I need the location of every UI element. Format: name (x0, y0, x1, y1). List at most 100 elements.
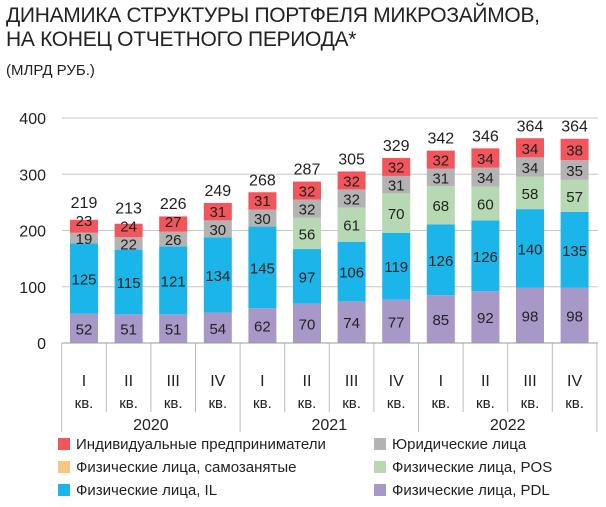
legend-swatch (58, 484, 70, 496)
x-tick-label: III (523, 373, 536, 390)
bar-segment (382, 232, 411, 300)
legend-label: Индивидуальные предприниматели (76, 436, 326, 453)
x-tick-label: I (82, 373, 86, 390)
data-label: 34 (522, 160, 539, 177)
bar-segment (248, 192, 277, 210)
bar-segment (114, 223, 143, 238)
bar-segment (203, 220, 232, 238)
bar-segment (114, 237, 143, 250)
y-tick-label: 200 (19, 224, 46, 241)
legend-swatch (58, 438, 70, 450)
data-label: 30 (209, 222, 226, 239)
bar-segment (471, 291, 500, 343)
data-label: 58 (522, 186, 539, 203)
x-tick-label: IV (389, 373, 404, 390)
bar-segment (293, 199, 321, 218)
data-label: 85 (432, 312, 449, 329)
data-label: 92 (477, 310, 494, 327)
data-label: 31 (209, 204, 226, 221)
data-label: 35 (566, 163, 583, 180)
legend-label: Физические лица, IL (76, 482, 217, 499)
bar-segment (426, 295, 455, 343)
data-label: 34 (477, 151, 494, 168)
x-tick-suffix: кв. (431, 395, 450, 412)
bar-segment (426, 224, 455, 296)
total-label: 364 (561, 118, 588, 135)
bar-segment (70, 243, 98, 314)
x-tick-label: II (124, 373, 133, 390)
x-tick-label: II (481, 373, 490, 390)
x-tick-suffix: кв. (298, 395, 317, 412)
data-label: 26 (165, 232, 182, 249)
bar-segment (293, 217, 321, 250)
bar-segment (293, 181, 321, 200)
data-label: 106 (339, 265, 364, 282)
data-label: 51 (165, 322, 182, 339)
x-tick-label: I (439, 373, 443, 390)
legend-swatch (374, 461, 386, 473)
bar-segment (471, 186, 500, 221)
bar-segment (471, 167, 500, 187)
data-label: 32 (299, 202, 316, 219)
x-tick-label: III (167, 373, 180, 390)
bar-segment (337, 207, 366, 242)
bar-segment (471, 148, 500, 168)
total-label: 346 (472, 128, 499, 145)
x-tick-suffix: кв. (476, 395, 495, 412)
bar-segment (516, 138, 544, 158)
bar-segment (560, 211, 589, 288)
bar-segment (337, 189, 366, 208)
data-label: 126 (428, 253, 453, 270)
data-label: 62 (254, 319, 271, 336)
bar-segment (337, 241, 366, 302)
bar-segment (159, 246, 188, 315)
bar-segment (426, 150, 455, 169)
data-label: 134 (205, 268, 230, 285)
bar-segment (70, 219, 98, 233)
data-label: 119 (384, 259, 408, 276)
data-label: 98 (522, 308, 539, 325)
y-tick-label: 300 (19, 167, 46, 184)
bar-segment (248, 226, 277, 309)
bar-segment (426, 186, 455, 225)
bar-segment (248, 209, 277, 227)
bar-segment (560, 138, 589, 161)
year-label: 2022 (490, 417, 526, 434)
data-label: 52 (76, 321, 93, 338)
data-label: 30 (254, 211, 271, 228)
legend-label: Физические лица, самозанятые (76, 459, 297, 476)
bar-segment (560, 160, 589, 180)
title-line-2: НА КОНЕЦ ОТЧЕТНОГО ПЕРИОДА* (6, 28, 357, 51)
total-label: 287 (294, 162, 321, 179)
bar-segment (203, 202, 232, 221)
x-tick-suffix: кв. (164, 395, 183, 412)
x-tick-label: IV (567, 373, 582, 390)
total-label: 342 (427, 131, 454, 148)
chart-title: ДИНАМИКА СТРУКТУРЫ ПОРТФЕЛЯ МИКРОЗАЙМОВ,… (6, 4, 540, 52)
bar-segment (203, 312, 232, 343)
data-label: 22 (120, 236, 137, 253)
data-label: 24 (120, 218, 137, 235)
x-tick-suffix: кв. (119, 395, 138, 412)
data-label: 126 (473, 249, 498, 266)
x-tick-suffix: кв. (387, 395, 406, 412)
bar-segment (159, 231, 188, 247)
y-tick-label: 400 (19, 111, 46, 128)
bar-segment (382, 193, 411, 233)
bar-segment (70, 232, 98, 244)
unit-label: (МЛРД РУБ.) (6, 62, 95, 79)
bar-segment (293, 303, 321, 343)
bar-segment (114, 249, 143, 315)
title-line-1: ДИНАМИКА СТРУКТУРЫ ПОРТФЕЛЯ МИКРОЗАЙМОВ, (6, 4, 540, 27)
bar-segment (293, 249, 321, 304)
data-label: 32 (343, 173, 360, 190)
bar-segment (159, 314, 188, 343)
bar-segment (560, 287, 589, 343)
bar-segment (516, 209, 544, 288)
bar-segment (159, 216, 188, 232)
data-label: 32 (432, 152, 449, 169)
bar-segment (560, 179, 589, 212)
legend-swatch (58, 461, 70, 473)
